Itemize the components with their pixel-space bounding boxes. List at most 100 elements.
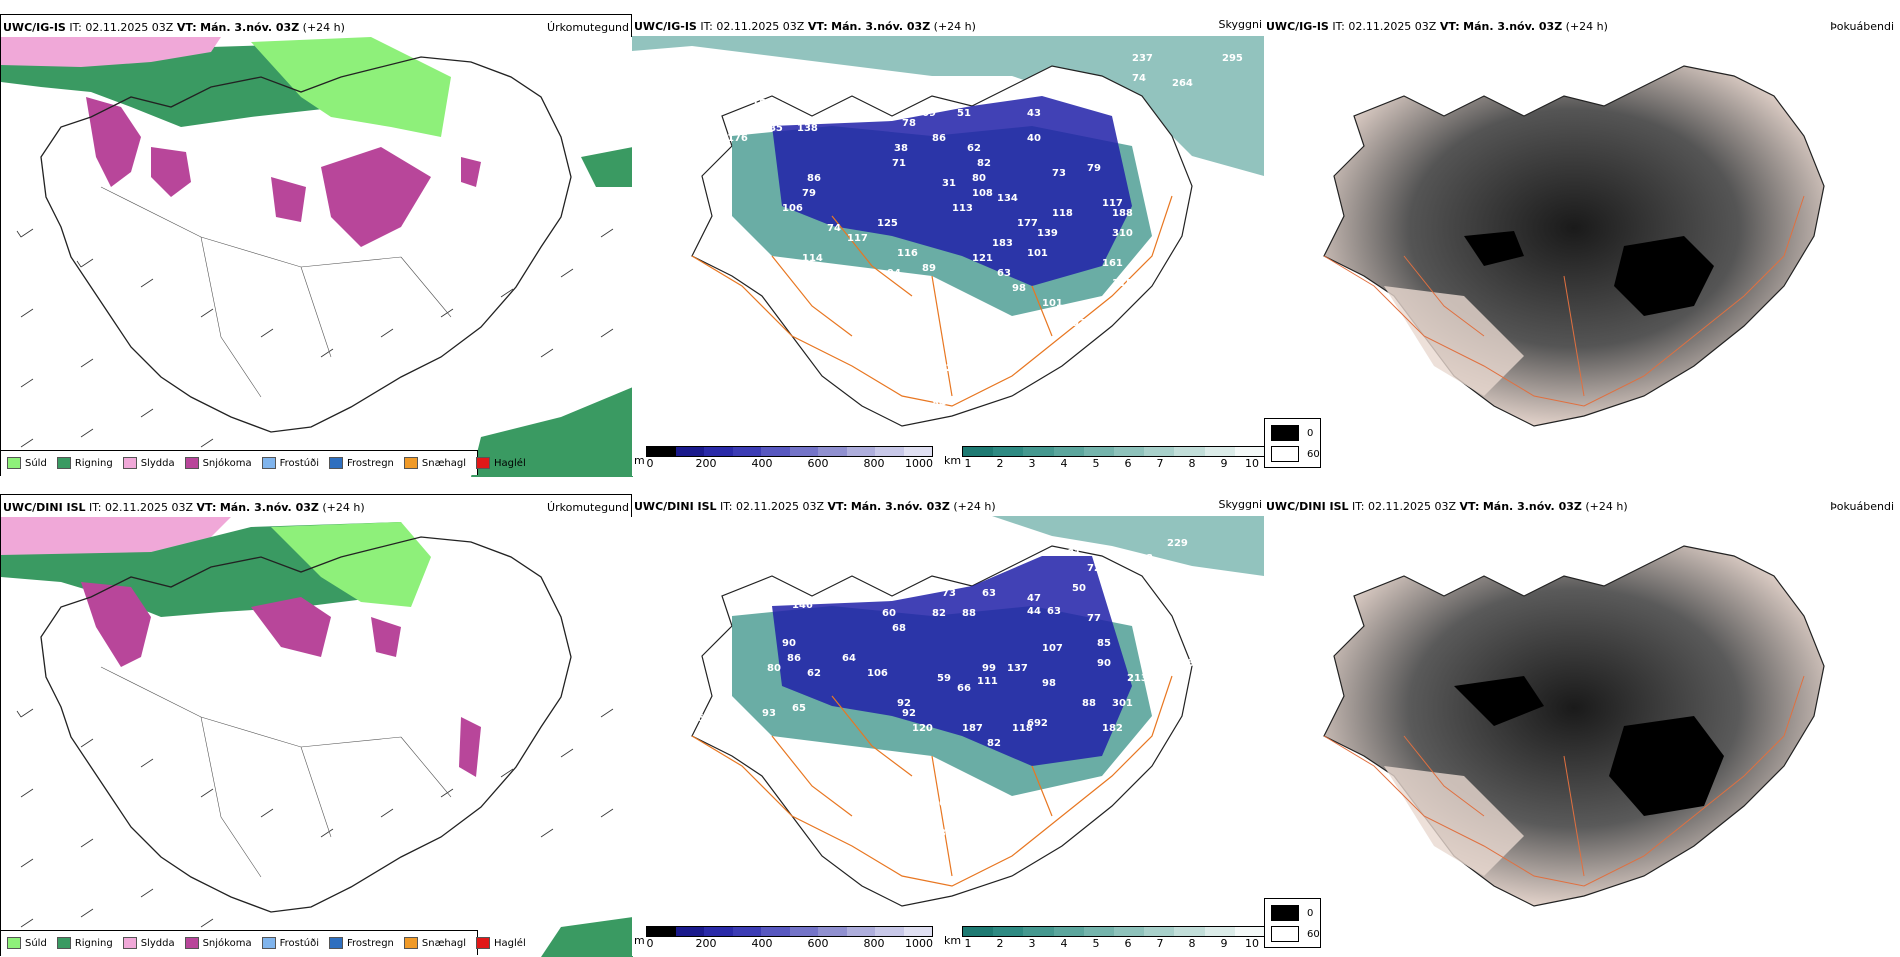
dark-region [1454,676,1544,726]
km-tick: 10 [1245,937,1259,950]
visibility-map-svg: 156 208 285 138 176 86 79 106 74 117 114… [632,36,1264,476]
svg-text:82: 82 [987,738,1001,749]
km-unit: km [944,934,962,947]
snow-area-4 [271,177,306,222]
legend-item: Rigning [56,457,113,469]
km-tick: 3 [1028,457,1036,470]
height-colorbar: m 0 200 400 600 800 1000 [634,446,934,472]
svg-text:31: 31 [942,178,956,189]
swatch-snow-pellets [403,937,418,949]
km-tick: 4 [1060,937,1068,950]
svg-text:66: 66 [957,683,971,694]
svg-text:117: 117 [847,233,868,244]
svg-text:113: 113 [952,203,973,214]
km-tick: 5 [1092,457,1100,470]
cloud-legend-swatch-low [1271,905,1299,921]
svg-text:97: 97 [1072,318,1086,329]
svg-text:69: 69 [697,713,711,724]
height-colorbar-bar [646,926,933,937]
svg-text:93: 93 [762,708,776,719]
height-tick: 600 [807,457,829,470]
svg-text:86: 86 [932,133,946,144]
km-colorbar: km 1 2 3 4 5 6 7 8 9 10 [944,926,1266,952]
svg-text:125: 125 [877,218,898,229]
swatch-sleet [122,937,137,949]
sleet-area [1,37,221,67]
panel-header: UWC/IG-IS IT: 02.11.2025 03Z VT: Mán. 3.… [1,15,631,37]
height-unit: m [634,934,645,947]
panel-type-label: Skyggni [1218,498,1262,511]
svg-text:82: 82 [977,158,991,169]
panel-title: UWC/DINI ISL IT: 02.11.2025 03Z VT: Mán.… [3,501,365,514]
snow-area-5 [461,157,481,187]
height-tick: 0 [646,457,654,470]
panel-type-label: Skyggni [1218,18,1262,31]
svg-text:118: 118 [1052,208,1073,219]
panel-title: UWC/IG-IS IT: 02.11.2025 03Z VT: Mán. 3.… [1266,20,1608,33]
height-tick: 1000 [905,457,933,470]
precip-map [1,517,633,957]
swatch-drizzle [7,937,21,949]
km-tick: 1 [964,937,972,950]
svg-text:74: 74 [1132,73,1146,84]
cloud-map-svg [1264,516,1896,956]
svg-text:138: 138 [1132,553,1153,564]
snow-area-1 [81,582,151,667]
legend-item: Snæhagl [403,937,466,949]
snow-area-2 [151,147,191,197]
svg-text:47: 47 [1027,593,1041,604]
km-colorbar: km 1 2 3 4 5 6 7 8 9 10 [944,446,1266,472]
svg-text:285: 285 [762,123,783,134]
svg-text:102: 102 [932,363,953,374]
svg-text:73: 73 [932,828,946,839]
height-tick: 200 [695,937,717,950]
legend-item: Snjókoma [184,937,252,949]
km-tick: 7 [1156,937,1164,950]
roads [1323,195,1805,407]
km-colorbar-bar [962,446,1266,457]
svg-text:84: 84 [932,398,946,409]
visibility-map: 175 134 128 146 90 86 80 62 65 64 93 69 … [632,516,1264,956]
svg-text:73: 73 [942,588,956,599]
svg-text:138: 138 [797,123,818,134]
roads [691,195,1173,407]
rain-east [581,147,633,187]
precip-map [1,37,633,477]
svg-text:92: 92 [902,708,916,719]
km-tick: 9 [1220,937,1228,950]
svg-text:63: 63 [997,268,1011,279]
svg-text:156: 156 [752,98,773,109]
svg-text:50: 50 [1072,583,1086,594]
snow-area-3 [321,147,431,247]
panel-title: UWC/DINI ISL IT: 02.11.2025 03Z VT: Mán.… [1266,500,1628,513]
svg-text:116: 116 [897,248,918,259]
svg-text:80: 80 [767,663,781,674]
svg-text:128: 128 [727,593,748,604]
svg-text:74: 74 [827,223,841,234]
cloud-legend-swatch-high [1271,446,1299,462]
svg-text:72: 72 [1087,563,1101,574]
legend-item: Haglél [476,937,526,949]
svg-text:88: 88 [962,608,976,619]
swatch-snow [184,457,199,469]
rain-bottom [541,917,633,957]
svg-text:86: 86 [787,653,801,664]
svg-text:79: 79 [802,188,816,199]
cloud-legend-row: 60 [1271,446,1320,462]
svg-text:86: 86 [807,173,821,184]
km-tick: 4 [1060,457,1068,470]
panel-title: UWC/IG-IS IT: 02.11.2025 03Z VT: Mán. 3.… [3,21,345,34]
legend-item: Frostúði [261,457,319,469]
svg-text:177: 177 [1017,218,1038,229]
svg-text:98: 98 [1012,283,1026,294]
legend-item: Snæhagl [403,457,466,469]
panel-header: UWC/IG-IS IT: 02.11.2025 03Z VT: Mán. 3.… [1264,14,1896,36]
cloud-panel-row2: UWC/DINI ISL IT: 02.11.2025 03Z VT: Mán.… [1264,494,1896,956]
visibility-map-svg: 175 134 128 146 90 86 80 62 65 64 93 69 … [632,516,1264,956]
svg-text:264: 264 [1172,78,1193,89]
wind-barbs [16,708,614,928]
svg-text:188: 188 [1112,208,1133,219]
panel-type-label: Þokuábendi [1830,500,1894,513]
svg-text:68: 68 [892,623,906,634]
wind-barbs [16,228,614,448]
